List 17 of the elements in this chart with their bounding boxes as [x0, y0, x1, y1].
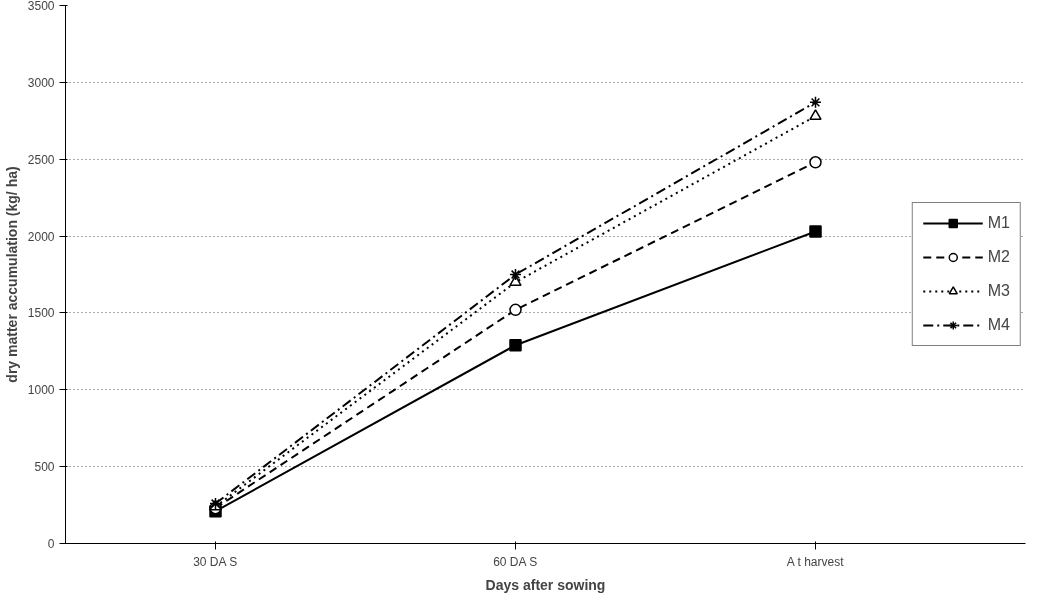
y-tick-label: 1000	[27, 383, 55, 398]
y-tick-label: 3500	[27, 0, 55, 13]
y-tick-label: 2000	[27, 229, 55, 244]
legend-label: M1	[987, 214, 1010, 232]
x-tick-label: 30 DA S	[193, 554, 238, 569]
y-tick-label: 0	[47, 537, 55, 551]
y-tick-label: 3000	[27, 75, 55, 90]
y-tick-label: 1500	[27, 306, 55, 321]
x-tick-label: A t harvest	[786, 554, 845, 569]
legend-label: M3	[987, 282, 1010, 300]
legend-label: M4	[987, 316, 1010, 334]
y-axis-title: dry matter accumulation (kg/ ha)	[3, 166, 20, 383]
y-tick-label: 500	[34, 460, 55, 475]
y-tick-label: 2500	[27, 152, 55, 167]
legend-label: M2	[987, 248, 1010, 266]
x-tick-label: 60 DA S	[493, 554, 538, 569]
x-axis-title: Days after sowing	[485, 576, 606, 593]
